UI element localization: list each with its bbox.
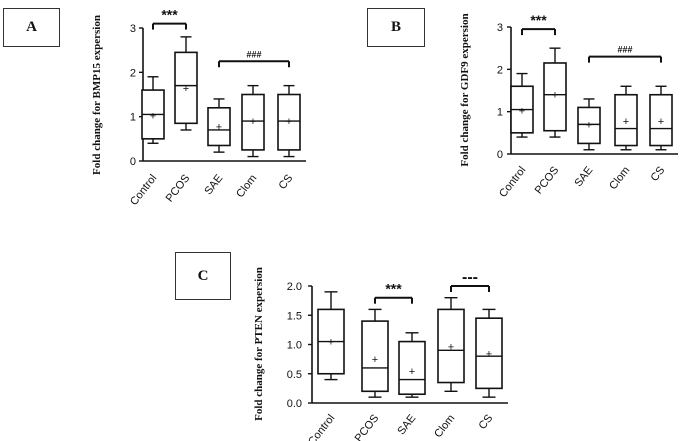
panel-a-mean-marker: + (286, 116, 292, 128)
panel-b-box-cs (649, 93, 673, 147)
panel-a-box-sae (207, 107, 231, 147)
panel-b-box-sae (577, 106, 601, 145)
panel-c-mean-marker: + (448, 341, 454, 353)
panel-a-category-label: SAE (202, 172, 225, 197)
panel-c-category-label: Control (306, 412, 337, 441)
panel-a-y-tick-label: 3 (130, 23, 136, 35)
panel-b-category-label: PCOS (533, 164, 562, 196)
panel-c-box-sae (398, 340, 426, 396)
panel-a-mean-marker: + (216, 121, 222, 133)
panel-a-mean-marker: + (250, 116, 256, 128)
panel-a-mean-marker: + (150, 110, 156, 122)
panel-a-y-tick-label: 2 (130, 67, 136, 79)
panel-b-category-label: Clom (607, 164, 632, 192)
panel-c-mean-marker: + (409, 366, 415, 378)
panel-a-category-label: CS (276, 172, 295, 191)
panel-c-box-pcos (361, 320, 389, 393)
panel-a-box-cs (277, 93, 301, 151)
panel-c-mean-marker: + (486, 348, 492, 360)
panel-c-y-axis-label: Fold change for PTEN expersion (253, 267, 265, 421)
panel-c-mean-marker: + (328, 337, 334, 349)
panel-c-y-tick-label: 1.5 (287, 310, 302, 322)
panel-a-category-label: Control (128, 172, 159, 207)
panel-a-box-clom (241, 93, 265, 151)
panel-b-category-label: CS (648, 164, 667, 183)
panel-b-y-axis-label: Fold change for GDF9 expersion (459, 13, 471, 166)
panel-c-category-label: CS (476, 412, 495, 431)
panel-a-box-pcos (174, 51, 198, 125)
panel-b-y-tick-label: 0 (497, 149, 503, 161)
panel-b-mean-marker: + (552, 90, 558, 102)
panel-c-category-label: PCOS (353, 412, 382, 441)
panel-a-y-tick-label: 1 (130, 112, 136, 124)
panel-label-c: C (175, 252, 231, 300)
panel-b-box-pcos (543, 62, 567, 132)
panel-a-y-tick-label: 0 (130, 156, 136, 168)
panel-c-y-tick-label: 2.0 (287, 281, 302, 293)
panel-label-a: A (3, 8, 60, 47)
panel-a-significance-label: ### (246, 49, 261, 59)
panel-c-y-tick-label: 0.0 (287, 398, 302, 410)
panel-b-mean-marker: + (623, 116, 629, 128)
panel-a-y-axis-label: Fold change for BMP15 expersion (91, 15, 103, 175)
panel-b-significance-label: *** (530, 12, 547, 28)
panel-c-box-cs (475, 317, 503, 390)
panel-b-box-clom (614, 93, 638, 147)
panel-c-box-clom (437, 308, 465, 384)
panel-c-category-label: SAE (395, 412, 418, 437)
panel-a-mean-marker: + (183, 83, 189, 95)
panel-b-y-tick-label: 1 (497, 107, 503, 119)
panel-b-mean-marker: + (519, 105, 525, 117)
panel-a-category-label: PCOS (164, 172, 193, 204)
panel-a-category-label: Clom (234, 172, 259, 200)
panel-b-y-tick-label: 2 (497, 64, 503, 76)
panel-c-significance-label: --- (462, 269, 478, 286)
panel-a-significance-label: *** (161, 7, 178, 23)
panel-c-y-tick-label: 0.5 (287, 369, 302, 381)
panel-b-category-label: Control (497, 164, 528, 199)
panel-b-mean-marker: + (658, 116, 664, 128)
panel-c-y-tick-label: 1.0 (287, 340, 302, 352)
panel-c-mean-marker: + (372, 354, 378, 366)
panel-b-mean-marker: + (586, 119, 592, 131)
panel-b-category-label: SAE (572, 164, 595, 189)
panel-c-significance-label: *** (385, 281, 402, 297)
panel-c-category-label: Clom (432, 412, 457, 440)
panel-b-significance-label: ### (617, 45, 632, 55)
panel-label-b: B (367, 8, 425, 47)
panel-b-y-tick-label: 3 (497, 22, 503, 34)
